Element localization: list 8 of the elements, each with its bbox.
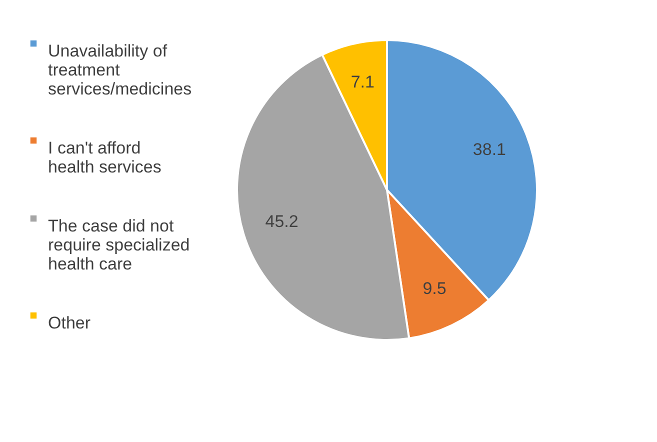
legend-label: I can't afford health services (48, 138, 162, 176)
data-label: 38.1 (472, 140, 506, 159)
data-label: 9.5 (422, 279, 446, 298)
legend-label: Other (48, 314, 91, 332)
data-label: 45.2 (265, 212, 298, 232)
legend-label: The case did not require specialized health care (48, 216, 190, 274)
legend-label: Unavailability of treatment services/medicines (48, 42, 192, 98)
data-label: 7.1 (350, 72, 374, 92)
